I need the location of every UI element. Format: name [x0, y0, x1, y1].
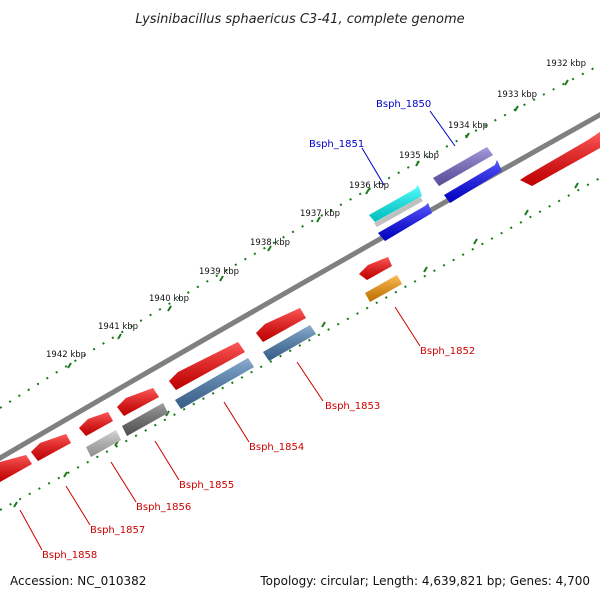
gene-feature-reverse[interactable] — [79, 412, 113, 436]
gene-label-bsph-1853[interactable]: Bsph_1853 — [325, 401, 380, 412]
map-title: Lysinibacillus sphaericus C3-41, complet… — [135, 12, 464, 27]
genome-summary-text: Topology: circular; Length: 4,639,821 bp… — [260, 574, 590, 588]
gene-feature-bsph-1855[interactable] — [122, 403, 168, 436]
gene-label-bsph-1852[interactable]: Bsph_1852 — [420, 346, 475, 357]
gene-feature-reverse[interactable] — [117, 388, 159, 416]
gene-label-bsph-1850[interactable]: Bsph_1850 — [376, 99, 431, 110]
tick-label: 1940 kbp — [149, 294, 189, 304]
gene-feature-reverse[interactable] — [256, 308, 306, 342]
gene-label-bsph-1858[interactable]: Bsph_1858 — [42, 550, 97, 561]
gene-feature-bsph-1853[interactable] — [263, 325, 316, 361]
gene-label-bsph-1854[interactable]: Bsph_1854 — [249, 442, 304, 453]
gene-label-bsph-1855[interactable]: Bsph_1855 — [179, 480, 234, 491]
gene-feature-forward[interactable] — [378, 203, 432, 241]
gene-feature-bsph-1851[interactable] — [369, 185, 422, 222]
tick-label: 1934 kbp — [448, 121, 488, 131]
genome-backbone — [0, 111, 600, 461]
gene-feature-far-right[interactable] — [520, 132, 600, 186]
gene-label-bsph-1856[interactable]: Bsph_1856 — [136, 502, 191, 513]
outer-tick-track — [0, 64, 600, 409]
gene-feature-forward[interactable] — [444, 160, 502, 203]
gene-label-bsph-1857[interactable]: Bsph_1857 — [90, 525, 145, 536]
tick-label: 1935 kbp — [399, 151, 439, 161]
label-leaders-reverse — [19, 306, 421, 551]
gene-feature-reverse[interactable] — [169, 342, 245, 390]
tick-label: 1936 kbp — [349, 181, 389, 191]
tick-label: 1939 kbp — [199, 267, 239, 277]
gene-feature-bsph-1850[interactable] — [433, 147, 493, 186]
tick-label: 1942 kbp — [46, 350, 86, 360]
gene-feature-bsph-1858[interactable] — [0, 455, 32, 482]
label-leaders-forward — [361, 110, 456, 186]
inner-tick-track — [0, 177, 600, 511]
gene-feature-bsph-1854[interactable] — [175, 358, 254, 409]
tick-label: 1933 kbp — [497, 90, 537, 100]
tick-label: 1937 kbp — [300, 209, 340, 219]
gene-feature-reverse[interactable] — [31, 434, 71, 461]
tick-label: 1938 kbp — [250, 238, 290, 248]
gene-feature-shadow — [374, 197, 423, 227]
gene-feature-bsph-1856[interactable] — [86, 430, 121, 457]
gene-feature-reverse[interactable] — [359, 257, 392, 280]
gene-feature-bsph-1852[interactable] — [365, 275, 402, 302]
tick-label: 1941 kbp — [98, 322, 138, 332]
accession-text: Accession: NC_010382 — [10, 574, 147, 588]
gene-label-bsph-1851[interactable]: Bsph_1851 — [309, 139, 364, 150]
tick-label: 1932 kbp — [546, 59, 586, 69]
